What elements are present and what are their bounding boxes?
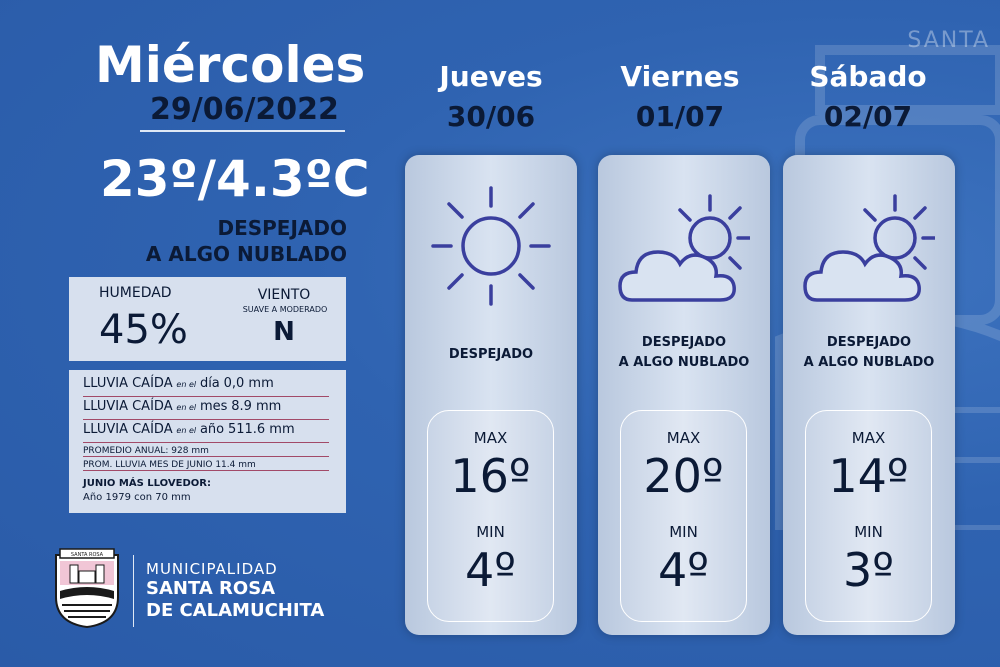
temp-box: MAX 20º MIN 4º: [620, 410, 747, 622]
forecast-day-sabado: Sábado: [809, 60, 927, 93]
watermark-text: SANTA: [907, 28, 990, 53]
forecast-date-sabado: 02/07: [823, 100, 913, 133]
wind-description: SUAVE A MODERADO: [242, 305, 328, 314]
wind-direction: N: [273, 317, 295, 347]
min-label: MIN: [854, 523, 883, 541]
rain-row-day: LLUVIA CAÍDA en el día 0,0 mm: [83, 376, 329, 397]
forecast-card-jueves: DESPEJADO MAX 16º MIN 4º: [405, 155, 577, 635]
humidity-wind-panel: HUMEDAD 45% VIENTO SUAVE A MODERADO N: [69, 277, 346, 361]
municipality-crest-icon: SANTA ROSA: [55, 548, 119, 629]
temp-box: MAX 14º MIN 3º: [805, 410, 932, 622]
forecast-card-sabado: DESPEJADO A ALGO NUBLADO MAX 14º MIN 3º: [783, 155, 955, 635]
max-label: MAX: [666, 429, 701, 447]
today-condition-line2: A ALGO NUBLADO: [145, 242, 347, 266]
humidity-label: HUMEDAD: [99, 285, 172, 301]
forecast-date-jueves: 30/06: [446, 100, 536, 133]
logo-divider: [133, 555, 134, 627]
max-label: MAX: [473, 429, 508, 447]
temp-box: MAX 16º MIN 4º: [427, 410, 554, 622]
municipality-label: MUNICIPALIDAD: [146, 560, 278, 578]
min-temp: 4º: [465, 543, 516, 597]
date-underline: [140, 130, 345, 132]
rainiest-june-title: JUNIO MÁS LLOVEDOR:: [83, 478, 211, 489]
partly-cloudy-icon: [618, 194, 750, 302]
forecast-condition: DESPEJADO A ALGO NUBLADO: [618, 335, 750, 370]
today-condition-line1: DESPEJADO: [217, 216, 347, 240]
wind-label: VIENTO: [257, 287, 311, 303]
rainiest-june-detail: Año 1979 con 70 mm: [83, 492, 191, 503]
municipality-name-line1: SANTA ROSA: [146, 578, 276, 599]
forecast-day-jueves: Jueves: [439, 60, 543, 93]
rain-panel: LLUVIA CAÍDA en el día 0,0 mm LLUVIA CAÍ…: [69, 370, 346, 513]
humidity-value: 45%: [99, 307, 188, 353]
today-condition: DESPEJADO A ALGO NUBLADO: [140, 215, 347, 267]
min-label: MIN: [669, 523, 698, 541]
today-day: Miércoles: [95, 36, 366, 94]
june-average: PROM. LLUVIA MES DE JUNIO 11.4 mm: [83, 460, 329, 471]
forecast-date-viernes: 01/07: [635, 100, 725, 133]
max-temp: 20º: [643, 449, 724, 503]
max-temp: 16º: [450, 449, 531, 503]
max-label: MAX: [851, 429, 886, 447]
forecast-condition: DESPEJADO: [448, 347, 534, 362]
partly-cloudy-icon: [803, 194, 935, 302]
rain-row-year: LLUVIA CAÍDA en el año 511.6 mm: [83, 422, 329, 443]
min-temp: 4º: [658, 543, 709, 597]
svg-text:SANTA ROSA: SANTA ROSA: [71, 552, 104, 558]
municipality-name-line2: DE CALAMUCHITA: [146, 600, 325, 621]
sun-icon: [431, 186, 551, 306]
min-label: MIN: [476, 523, 505, 541]
forecast-day-viernes: Viernes: [620, 60, 740, 93]
annual-average: PROMEDIO ANUAL: 928 mm: [83, 446, 329, 457]
rain-row-month: LLUVIA CAÍDA en el mes 8.9 mm: [83, 399, 329, 420]
forecast-card-viernes: DESPEJADO A ALGO NUBLADO MAX 20º MIN 4º: [598, 155, 770, 635]
today-date: 29/06/2022: [150, 92, 339, 127]
min-temp: 3º: [843, 543, 894, 597]
today-temperature: 23º/4.3ºC: [100, 150, 370, 208]
forecast-condition: DESPEJADO A ALGO NUBLADO: [803, 335, 935, 370]
max-temp: 14º: [828, 449, 909, 503]
